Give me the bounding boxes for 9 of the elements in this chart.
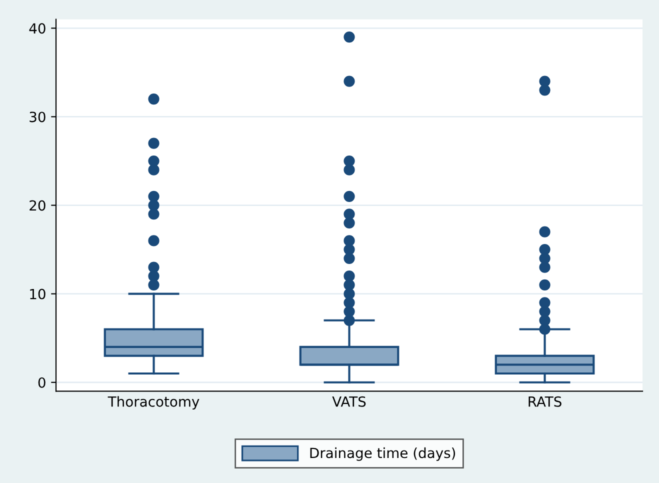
y-tick-label: 10 [30, 288, 46, 300]
y-tick-label: 0 [38, 377, 46, 388]
x-tick-label: RATS [528, 396, 562, 407]
y-tick-label: 30 [30, 112, 46, 122]
x-tick-label: VATS [332, 396, 366, 407]
legend-label: Drainage time (days) [310, 447, 456, 461]
y-tick-label: 20 [30, 200, 46, 211]
y-tick-label: 40 [29, 23, 46, 34]
x-tick-label: Thoracotomy [108, 396, 200, 410]
